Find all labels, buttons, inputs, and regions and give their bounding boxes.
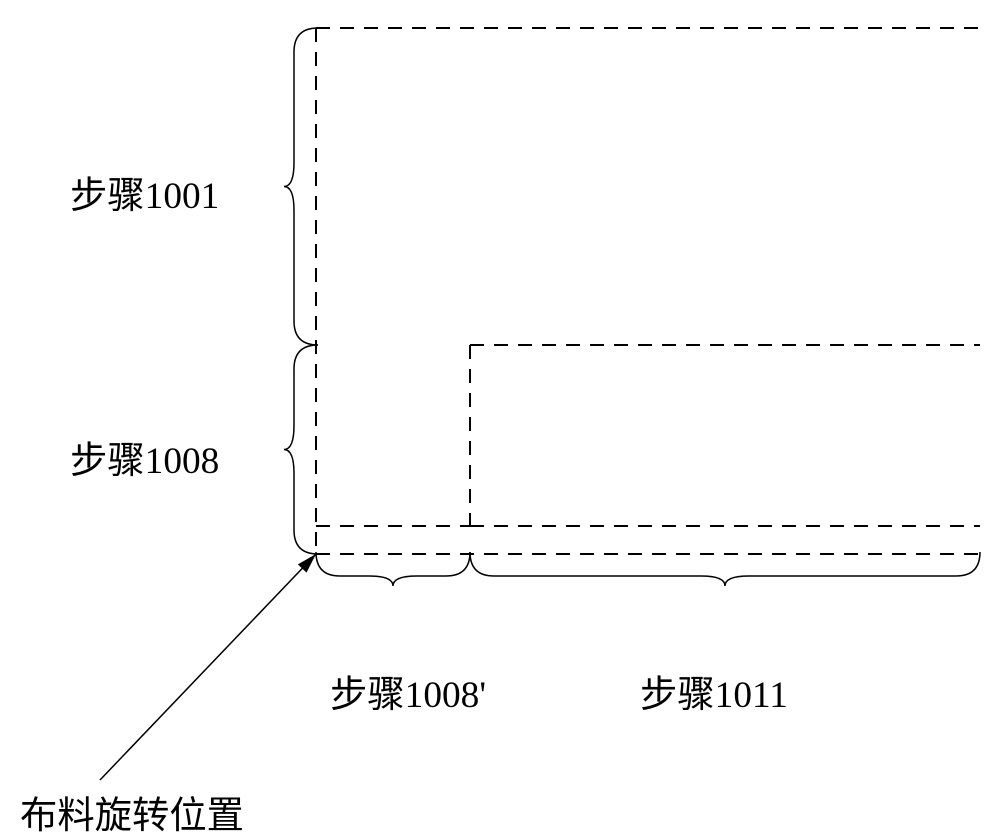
label-rotation-pos: 布料旋转位置 <box>20 785 244 839</box>
label-step-1008: 步骤1008 <box>70 430 219 484</box>
brace-step-1001 <box>284 28 318 345</box>
diagram-canvas <box>0 0 1000 821</box>
brace-step-1011 <box>470 552 980 586</box>
label-step-1001: 步骤1001 <box>70 165 219 219</box>
label-step-1008p: 步骤1008' <box>330 664 486 718</box>
brace-step-1008 <box>284 345 318 554</box>
label-step-1011: 步骤1011 <box>640 664 788 718</box>
brace-step-1008p <box>316 552 470 586</box>
arrow-line <box>100 554 316 780</box>
